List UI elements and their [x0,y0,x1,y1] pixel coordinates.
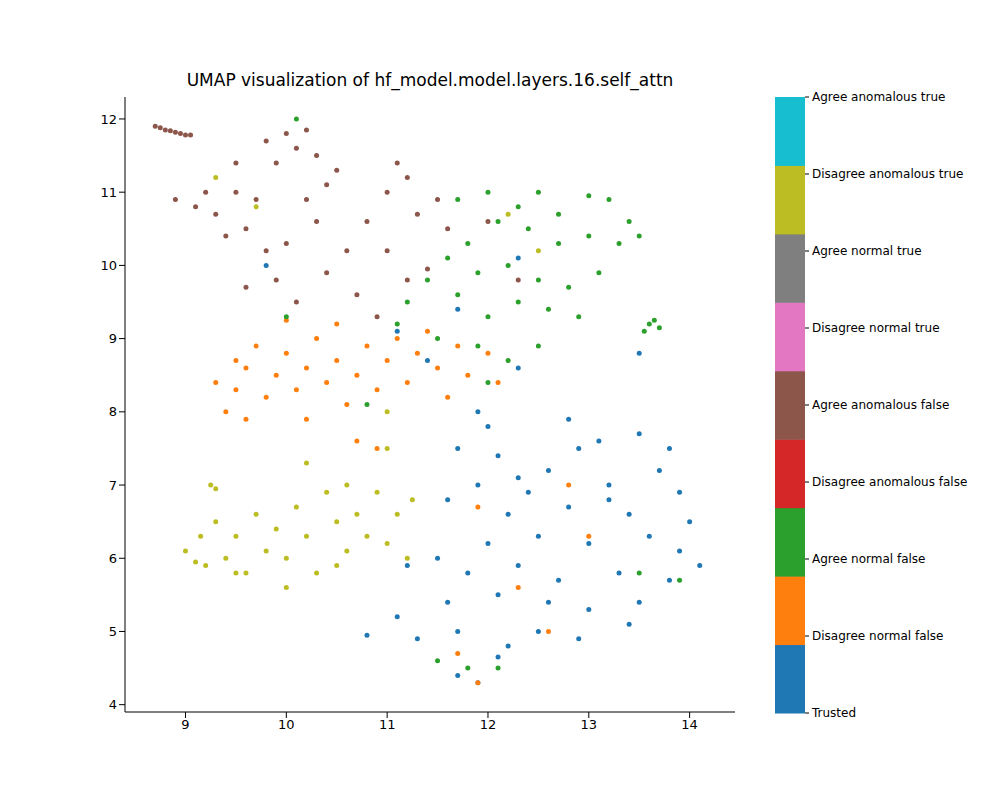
svg-text:10: 10 [100,258,117,273]
html-text:UMAP visualization of hf_model: UMAP visualization of hf_model.model.lay… [186,70,674,90]
svg-text:9: 9 [109,331,117,346]
svg-text:Disagree normal true: Disagree normal true [812,321,940,335]
svg-text:7: 7 [109,478,117,493]
svg-text:11: 11 [100,185,117,200]
svg-text:Disagree normal false: Disagree normal false [812,629,943,643]
svg-text:Agree normal false: Agree normal false [812,552,925,566]
svg-text:Disagree anomalous false: Disagree anomalous false [812,475,967,489]
svg-text:14: 14 [681,717,698,732]
svg-text:10: 10 [278,717,295,732]
svg-text:4: 4 [109,697,117,712]
svg-text:8: 8 [109,404,117,419]
svg-text:6: 6 [109,551,117,566]
svg-text:Trusted: Trusted [811,706,856,720]
svg-text:Agree normal true: Agree normal true [812,244,922,258]
svg-text:11: 11 [379,717,396,732]
svg-text:12: 12 [480,717,497,732]
svg-text:Agree anomalous true: Agree anomalous true [812,90,945,104]
svg-text:12: 12 [100,112,117,127]
svg-text:9: 9 [181,717,189,732]
svg-text:5: 5 [109,624,117,639]
svg-text:Disagree anomalous true: Disagree anomalous true [812,167,963,181]
svg-text:13: 13 [581,717,598,732]
svg-text:Agree anomalous false: Agree anomalous false [812,398,949,412]
